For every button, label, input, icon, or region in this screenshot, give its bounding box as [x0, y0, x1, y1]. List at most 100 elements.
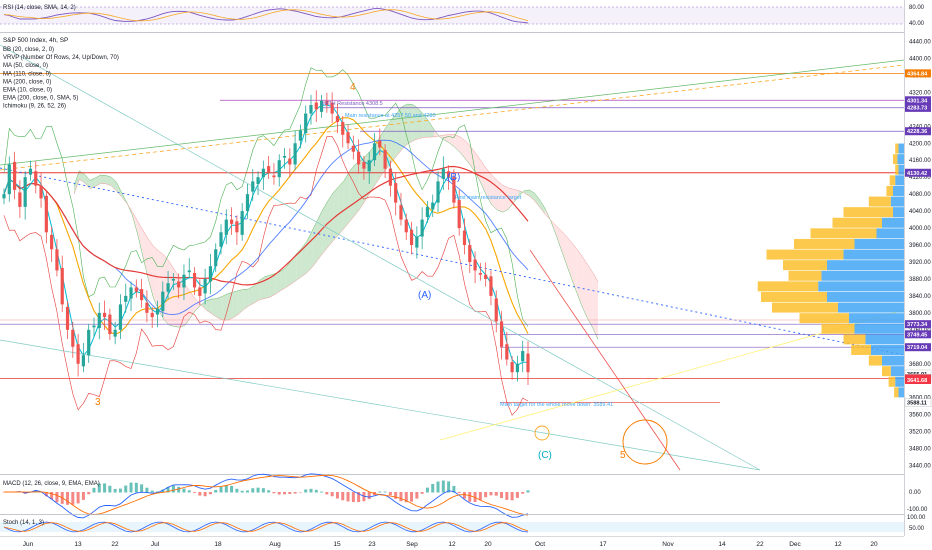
candle-body[interactable] — [515, 363, 520, 373]
candle-body[interactable] — [436, 181, 440, 203]
candle-body[interactable] — [12, 161, 17, 190]
indicator-label[interactable]: MA (50, close, 0) — [3, 63, 48, 69]
candle-body[interactable] — [351, 145, 355, 152]
candle-body[interactable] — [2, 194, 6, 199]
candle-body[interactable] — [288, 158, 292, 165]
candle-body[interactable] — [129, 287, 133, 299]
candle-body[interactable] — [478, 273, 482, 275]
candle-body[interactable] — [34, 171, 38, 186]
candle-body[interactable] — [124, 295, 128, 302]
candle-body[interactable] — [7, 164, 11, 195]
candle-body[interactable] — [235, 221, 239, 233]
candle-body[interactable] — [367, 160, 371, 172]
candle-body[interactable] — [489, 276, 493, 296]
candle-body[interactable] — [425, 206, 430, 218]
candle-body[interactable] — [113, 329, 117, 337]
candle-body[interactable] — [473, 259, 477, 271]
candle-body[interactable] — [161, 291, 165, 312]
candle-body[interactable] — [399, 205, 403, 220]
candle-body[interactable] — [182, 274, 186, 288]
candle-body[interactable] — [219, 232, 223, 247]
candle-body[interactable] — [298, 130, 303, 141]
macd-panel[interactable]: MACD (12, 26, close, 9, EMA, EMA) — [2, 473, 530, 519]
candle-body[interactable] — [494, 298, 498, 322]
candle-body[interactable] — [251, 181, 255, 192]
stoch-panel[interactable]: Stoch (14, 1, 3) — [0, 520, 904, 533]
candle-body[interactable] — [166, 283, 170, 292]
candle-body[interactable] — [229, 219, 234, 224]
candle-body[interactable] — [240, 211, 244, 235]
candle-body[interactable] — [330, 102, 334, 114]
candle-body[interactable] — [55, 249, 59, 271]
candle-body[interactable] — [203, 278, 207, 294]
candle-body[interactable] — [76, 344, 80, 364]
candle-body[interactable] — [388, 168, 392, 186]
candle-body[interactable] — [447, 171, 451, 178]
candle-body[interactable] — [102, 312, 107, 318]
candle-body[interactable] — [521, 351, 525, 362]
candle-body[interactable] — [357, 151, 361, 165]
candle-body[interactable] — [441, 168, 445, 179]
candle-body[interactable] — [81, 355, 85, 367]
candle-body[interactable] — [140, 289, 144, 301]
candle-body[interactable] — [372, 143, 377, 161]
candle-body[interactable] — [245, 194, 250, 212]
candle-body[interactable] — [457, 200, 461, 229]
candle-body[interactable] — [65, 306, 70, 330]
candle-body[interactable] — [404, 219, 408, 233]
date-axis[interactable]: Jun 13 22 Jul 18 Aug 15 23 Sep 12 20 Oct 17 Nov 14 22 De… — [0, 536, 932, 550]
candle-body[interactable] — [431, 202, 435, 210]
candle-body[interactable] — [187, 270, 191, 273]
candle-body[interactable] — [304, 113, 308, 134]
indicator-label[interactable]: BB (20, close, 2, 0) — [3, 47, 54, 53]
candle-body[interactable] — [134, 287, 138, 292]
candle-body[interactable] — [282, 155, 287, 158]
candle-body[interactable] — [409, 229, 414, 246]
candle-body[interactable] — [171, 278, 175, 281]
candle-body[interactable] — [420, 219, 424, 237]
candle-body[interactable] — [346, 132, 350, 144]
candle-body[interactable] — [452, 177, 456, 203]
indicator-label[interactable]: VRVP (Number Of Rows, 24, Up/Down, 70) — [3, 55, 119, 61]
indicator-label[interactable]: EMA (200, close, 0, SMA, 5) — [3, 96, 78, 102]
candle-body[interactable] — [341, 122, 345, 135]
candle-body[interactable] — [309, 105, 313, 114]
indicator-label[interactable]: EMA (10, close, 0) — [3, 88, 52, 94]
candle-body[interactable] — [118, 304, 123, 330]
candle-body[interactable] — [277, 160, 281, 178]
candlestick-series[interactable] — [2, 90, 530, 385]
candle-body[interactable] — [256, 177, 260, 184]
candle-body[interactable] — [71, 329, 75, 347]
rsi-panel[interactable]: RSI (14, close, SMA, 14, 2) — [0, 0, 904, 32]
candle-body[interactable] — [224, 219, 228, 235]
candle-body[interactable] — [50, 234, 54, 250]
candle-body[interactable] — [335, 116, 340, 123]
candle-body[interactable] — [214, 249, 218, 267]
indicator-label[interactable]: MA (200, close, 0) — [3, 79, 51, 85]
candle-body[interactable] — [177, 281, 181, 288]
candle-body[interactable] — [261, 168, 265, 178]
candle-body[interactable] — [97, 312, 101, 329]
candle-body[interactable] — [39, 185, 43, 199]
candle-body[interactable] — [198, 287, 202, 296]
candle-body[interactable] — [468, 245, 472, 262]
candle-body[interactable] — [362, 161, 366, 169]
candle-body[interactable] — [415, 236, 419, 248]
candle-body[interactable] — [383, 150, 387, 169]
candle-body[interactable] — [462, 230, 467, 246]
candle-body[interactable] — [87, 329, 91, 356]
candle-body[interactable] — [92, 325, 96, 328]
candle-body[interactable] — [484, 274, 488, 279]
candle-body[interactable] — [319, 100, 324, 112]
candle-body[interactable] — [272, 175, 276, 178]
candle-body[interactable] — [505, 344, 509, 360]
candle-body[interactable] — [293, 143, 297, 165]
candle-body[interactable] — [28, 168, 33, 175]
candle-body[interactable] — [378, 140, 382, 148]
candle-body[interactable] — [44, 195, 48, 233]
candle-body[interactable] — [192, 273, 197, 288]
indicator-label[interactable]: MA (110, close, 0) — [3, 71, 51, 77]
candle-body[interactable] — [499, 321, 504, 347]
candle-body[interactable] — [18, 192, 22, 207]
